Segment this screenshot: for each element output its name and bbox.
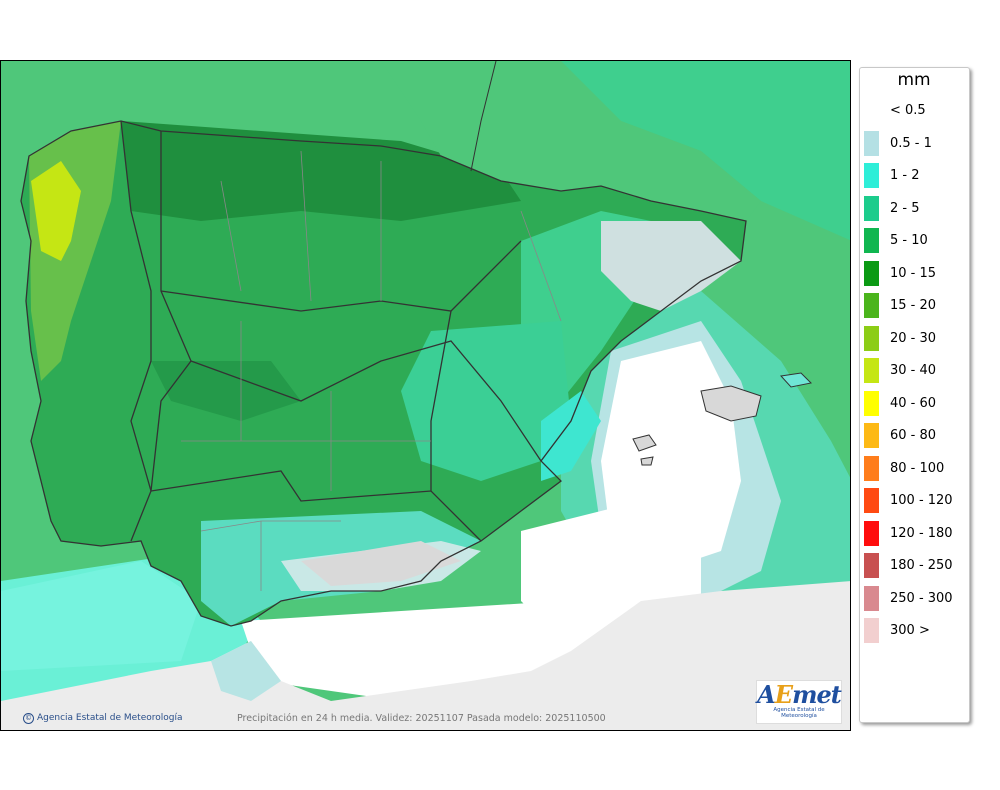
precipitation-legend: mm < 0.5 0.5 - 1 1 - 2 2 - 5 5 - 10 10 - 15 15…: [859, 67, 970, 723]
map-canvas: [1, 61, 850, 730]
legend-item: 120 - 180: [864, 520, 964, 546]
copyright-note: © Agencia Estatal de Meteorología: [23, 713, 183, 724]
legend-swatch: [864, 228, 879, 253]
legend-label: 100 - 120: [890, 493, 953, 508]
legend-swatch: [864, 585, 879, 611]
central-wet: [151, 361, 301, 421]
legend-item: 5 - 10: [864, 228, 964, 253]
legend-swatch: [864, 390, 879, 416]
legend-swatch: [864, 130, 879, 156]
legend-swatch: [864, 260, 879, 286]
legend-swatch: [864, 423, 879, 448]
legend-label: 0.5 - 1: [890, 135, 932, 151]
portugal-border: [120, 120, 152, 542]
legend-item: 2 - 5: [864, 195, 964, 221]
legend-label: 15 - 20: [890, 298, 937, 313]
catalonia-dry: [601, 221, 741, 311]
valencia-cyan: [541, 391, 601, 481]
legend-label: 2 - 5: [890, 200, 920, 216]
legend-item: 100 - 120: [864, 488, 964, 513]
legend-label: 80 - 100: [890, 460, 945, 476]
legend-item: 10 - 15: [864, 260, 964, 286]
legend-item: 300 >: [864, 618, 964, 643]
menorca: [780, 372, 813, 388]
legend-item: 80 - 100: [864, 455, 964, 481]
copyright-text: Agencia Estatal de Meteorología: [37, 713, 183, 723]
logo-wordmark: AEmet: [757, 680, 842, 709]
legend-swatch: [864, 325, 879, 351]
legend-swatch: [864, 520, 879, 546]
border-east: [430, 310, 452, 491]
legend-swatch: [864, 195, 879, 221]
galicia-very-wet: [31, 161, 81, 261]
legend-swatch: [864, 618, 879, 643]
legend-label: 60 - 80: [890, 428, 937, 443]
validity-caption: Precipitación en 24 h media. Validez: 20…: [237, 713, 606, 724]
legend-item: 1 - 2: [864, 163, 964, 188]
cantabrian-wet: [121, 121, 521, 221]
legend-label: 10 - 15: [890, 265, 937, 281]
formentera: [640, 456, 654, 466]
legend-label: 20 - 30: [890, 330, 937, 346]
legend-label: 120 - 180: [890, 525, 953, 541]
legend-label: 180 - 250: [890, 558, 953, 573]
legend-item: 180 - 250: [864, 553, 964, 578]
aemet-logo: AEmet Agencia Estatal de Meteorología: [756, 680, 842, 724]
copyright-icon: ©: [23, 713, 34, 724]
logo-subtitle: Agencia Estatal de Meteorología: [773, 707, 825, 719]
legend-swatch: [864, 488, 879, 513]
legend-label: 300 >: [890, 623, 930, 638]
france-land: [381, 61, 761, 221]
legend-swatch: [864, 553, 879, 578]
legend-swatch: [864, 163, 879, 188]
legend-swatch: [864, 358, 879, 383]
strait-lightblue: [211, 641, 281, 701]
legend-item: 40 - 60: [864, 390, 964, 416]
legend-label: < 0.5: [890, 103, 926, 118]
province-borders: [181, 150, 562, 591]
precipitation-map: © Agencia Estatal de Meteorología Precipi…: [0, 60, 851, 731]
ibiza: [632, 434, 657, 452]
valencia-mild: [401, 321, 571, 481]
legend-item: 60 - 80: [864, 423, 964, 448]
border-center: [190, 340, 542, 462]
legend-label: 30 - 40: [890, 363, 937, 378]
legend-label: 250 - 300: [890, 590, 953, 606]
northeast-sea-field: [561, 61, 850, 241]
french-coast-line: [470, 61, 497, 172]
southwest-sea-cyan: [1, 561, 201, 671]
africa-land: [1, 581, 850, 730]
legend-item: 250 - 300: [864, 585, 964, 611]
legend-item: 15 - 20: [864, 293, 964, 318]
legend-swatch: [864, 293, 879, 318]
legend-item: 20 - 30: [864, 325, 964, 351]
legend-label: 1 - 2: [890, 168, 920, 183]
legend-item: 0.5 - 1: [864, 130, 964, 156]
legend-unit: mm: [897, 70, 931, 90]
legend-swatch: [864, 98, 879, 123]
sierra-nevada-dry: [301, 541, 461, 586]
legend-label: 40 - 60: [890, 395, 937, 411]
legend-swatch: [864, 455, 879, 481]
border-south: [150, 470, 482, 542]
mallorca: [700, 385, 762, 422]
coastline: [20, 120, 747, 627]
legend-item: 30 - 40: [864, 358, 964, 383]
legend-label: 5 - 10: [890, 233, 928, 248]
legend-item: < 0.5: [864, 98, 964, 123]
